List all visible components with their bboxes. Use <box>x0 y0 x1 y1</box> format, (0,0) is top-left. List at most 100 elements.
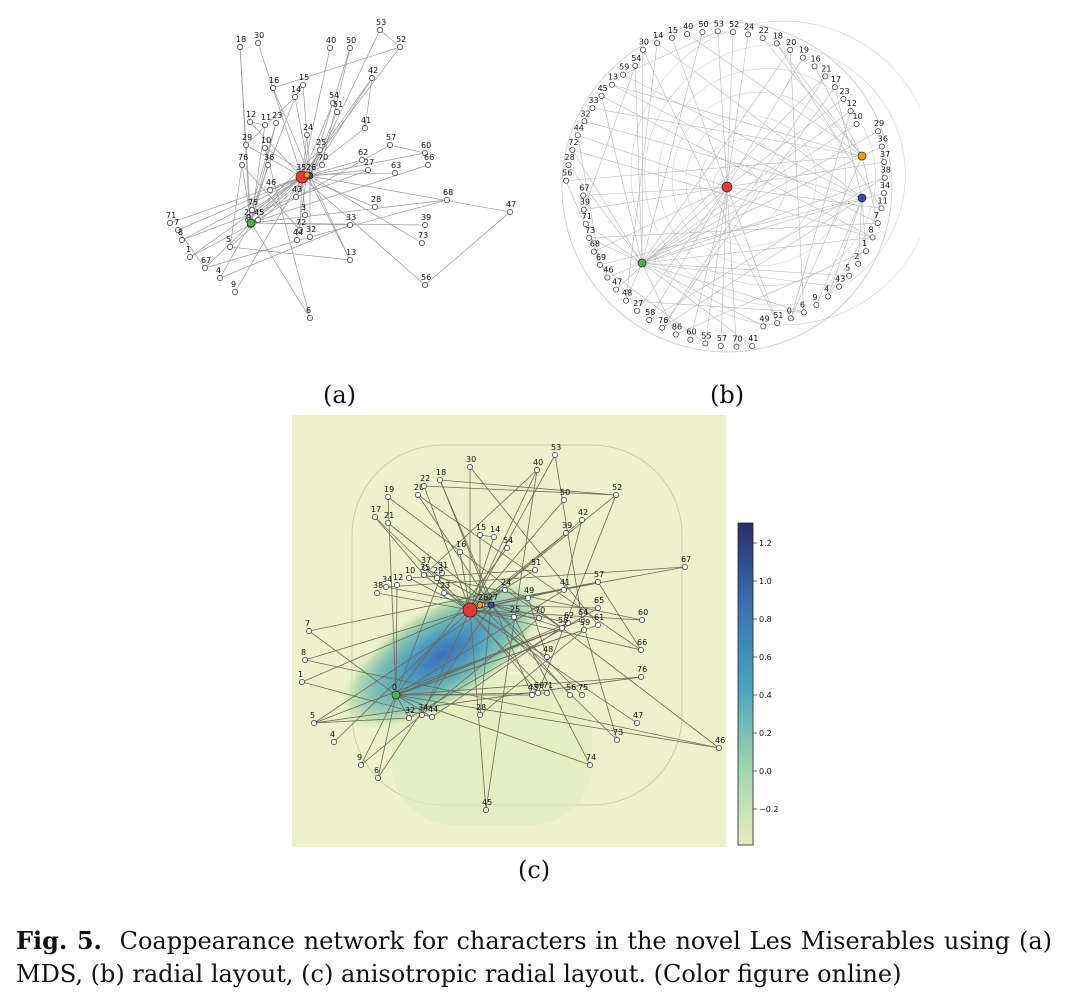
edge <box>304 659 720 749</box>
node <box>421 483 427 489</box>
node <box>358 762 364 768</box>
edge <box>726 186 737 347</box>
edge <box>641 262 753 347</box>
edge <box>395 694 410 719</box>
node <box>574 132 581 139</box>
node-label: 6 <box>800 300 805 309</box>
node-label: 7 <box>305 619 310 628</box>
node-label: 50 <box>346 36 356 45</box>
node-label: 16 <box>456 540 466 549</box>
node <box>302 212 308 218</box>
edge <box>648 186 728 321</box>
node-label: 86 <box>672 322 682 331</box>
node <box>239 162 245 168</box>
node-label: 46 <box>266 178 276 187</box>
node-label: 52 <box>396 35 406 44</box>
edge <box>229 175 311 248</box>
edge <box>490 604 563 629</box>
node-label: 30 <box>639 38 649 47</box>
node-label: 50 <box>698 20 708 29</box>
colorbar-tick-label: 1.2 <box>759 539 772 548</box>
radial-rings <box>561 20 936 353</box>
node <box>434 575 440 581</box>
node <box>613 492 619 498</box>
caption-text: Coappearance network for characters in t… <box>16 927 1053 988</box>
edge <box>827 197 863 297</box>
edge <box>395 584 398 696</box>
edge <box>247 96 296 221</box>
node-label: 66 <box>637 638 647 647</box>
node-label: 29 <box>242 133 252 142</box>
edge <box>656 42 863 199</box>
node-label: 46 <box>715 736 725 745</box>
node-label: 67 <box>201 256 211 265</box>
edge <box>395 694 591 766</box>
node-label: 9 <box>812 293 817 302</box>
hub-node <box>391 690 401 700</box>
node <box>620 71 627 78</box>
edge <box>309 175 511 213</box>
node <box>569 146 576 153</box>
node-label: 26 <box>478 593 488 602</box>
node-label: 54 <box>503 536 513 545</box>
node-label: 7 <box>874 211 879 220</box>
edge-group <box>301 454 720 811</box>
node <box>237 44 243 50</box>
node <box>749 343 756 349</box>
edge <box>790 155 863 319</box>
node-label: 29 <box>874 119 884 128</box>
node <box>255 217 261 223</box>
node <box>563 177 570 184</box>
edge <box>479 566 686 606</box>
node-label: 73 <box>585 226 595 235</box>
node <box>406 575 412 581</box>
node <box>249 207 255 213</box>
node <box>847 108 854 115</box>
node-label: 41 <box>361 116 371 125</box>
node <box>840 95 847 102</box>
edge <box>333 609 471 743</box>
node <box>787 46 794 53</box>
panel-a: 30 40 50 53 52 18 15 14 42 16 54 51 12 11 23 24 41 57 60 66… <box>150 15 530 355</box>
edge <box>431 622 569 718</box>
node-label: 70 <box>535 606 545 615</box>
node <box>646 316 653 323</box>
hub-node <box>476 601 484 609</box>
node <box>297 227 303 233</box>
density-blob <box>336 578 548 732</box>
node <box>327 45 333 51</box>
node-label: 24 <box>501 578 511 587</box>
node-label: 63 <box>391 161 401 170</box>
node <box>397 44 403 50</box>
edge <box>661 87 836 328</box>
edge <box>661 76 826 328</box>
node <box>822 73 829 80</box>
node <box>422 222 428 228</box>
node <box>659 324 666 331</box>
edge <box>439 479 533 696</box>
node-label: 58 <box>558 616 568 625</box>
node <box>491 534 497 540</box>
node-label: 44 <box>293 228 303 237</box>
node-label: 0 <box>246 213 251 222</box>
edge <box>181 169 369 241</box>
edge <box>423 574 471 611</box>
edge <box>601 95 643 264</box>
node-label: 25 <box>510 605 520 614</box>
edge <box>584 121 863 199</box>
edge <box>690 186 728 340</box>
edge <box>641 192 884 264</box>
edge <box>374 516 425 576</box>
node-label: 30 <box>466 455 476 464</box>
edge <box>301 176 376 208</box>
node <box>587 762 593 768</box>
node-label: 14 <box>291 85 301 94</box>
edge <box>622 30 718 75</box>
edge <box>626 300 804 313</box>
hub-node <box>303 171 311 179</box>
edge <box>423 574 643 621</box>
node <box>331 739 337 745</box>
node <box>878 205 885 212</box>
node <box>733 343 740 350</box>
